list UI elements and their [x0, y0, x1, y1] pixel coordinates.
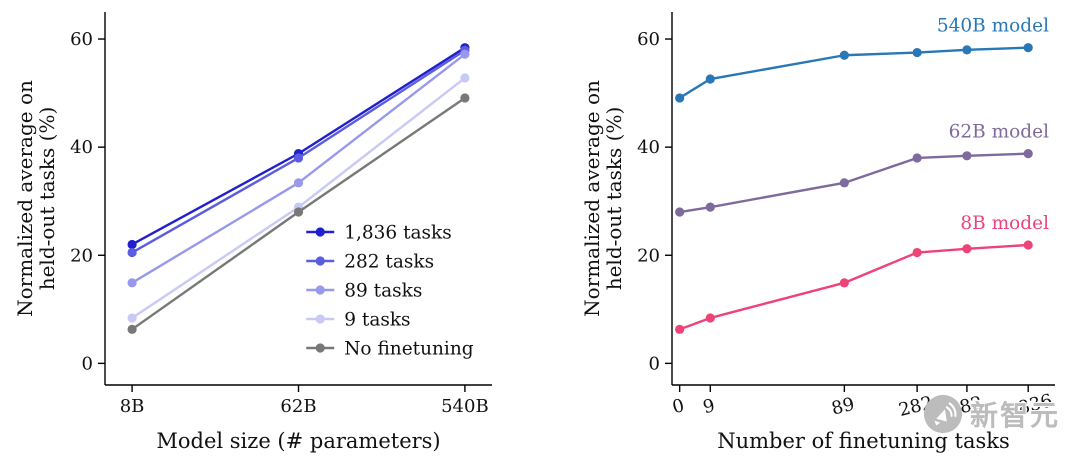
y-axis-title: Normalized average onheld-out tasks (%)	[13, 80, 59, 317]
right-chart-finetuning-tasks: 0 20 40 60 0 9 89 282 682 1,836 Number of finetuni…	[545, 0, 1080, 461]
data-point-marker	[912, 153, 922, 163]
data-point-marker	[1023, 43, 1033, 53]
series-line	[130, 52, 467, 285]
data-point-marker	[127, 247, 137, 258]
legend-label: 282 tasks	[344, 252, 434, 273]
legend-swatch-marker	[315, 285, 325, 295]
data-point-marker	[839, 178, 849, 188]
y-tick-label: 60	[637, 29, 660, 50]
data-point-marker	[460, 49, 470, 59]
legend-label: 9 tasks	[344, 310, 410, 331]
y-axis-title: Normalized average onheld-out tasks (%)	[580, 80, 626, 317]
data-point-marker	[839, 50, 849, 60]
x-tick-label: 1,836	[999, 390, 1054, 423]
series-label: 62B model	[949, 122, 1049, 143]
left-chart-model-size: 0 20 40 60 8B 62B 540B Model size (# parameters…	[0, 0, 520, 461]
series-line	[678, 46, 1030, 100]
y-tick-label: 20	[637, 245, 660, 266]
legend-swatch-marker	[315, 343, 325, 353]
data-point-marker	[127, 278, 137, 288]
data-point-marker	[127, 324, 137, 334]
data-point-marker	[705, 74, 715, 84]
data-point-marker	[293, 178, 304, 188]
data-point-marker	[675, 207, 685, 217]
y-tick-label: 20	[70, 245, 93, 266]
series-label: 8B model	[960, 213, 1049, 234]
data-point-marker	[839, 278, 849, 288]
x-axis-title: Number of finetuning tasks	[717, 429, 1010, 453]
legend-swatch-marker	[315, 256, 325, 266]
data-point-marker	[705, 202, 715, 212]
data-point-marker	[705, 313, 715, 323]
x-tick-label: 282	[897, 392, 935, 421]
data-point-marker	[912, 247, 922, 258]
legend-swatch-marker	[315, 227, 325, 237]
legend-label: 1,836 tasks	[344, 223, 452, 244]
data-point-marker	[293, 207, 304, 217]
data-point-marker	[1023, 240, 1033, 250]
series-line	[678, 243, 1030, 331]
x-tick-label: 9	[701, 395, 717, 418]
data-point-marker	[962, 244, 972, 254]
data-point-marker	[962, 45, 972, 55]
data-point-marker	[1023, 149, 1033, 159]
x-tick-label: 682	[946, 392, 984, 421]
data-point-marker	[460, 93, 470, 103]
y-tick-label: 40	[70, 137, 93, 158]
data-point-marker	[293, 153, 304, 163]
x-tick-label: 89	[829, 394, 856, 420]
x-tick-label: 0	[670, 395, 686, 418]
data-point-marker	[962, 151, 972, 161]
legend-label: No finetuning	[344, 339, 474, 360]
y-tick-label: 0	[649, 353, 660, 374]
data-point-marker	[127, 313, 137, 323]
x-axis-title: Model size (# parameters)	[156, 429, 440, 453]
y-tick-label: 0	[82, 353, 93, 374]
data-point-marker	[675, 93, 685, 103]
series-label: 540B model	[937, 16, 1049, 37]
data-point-marker	[675, 324, 685, 334]
y-tick-label: 60	[70, 29, 93, 50]
y-tick-label: 40	[637, 137, 660, 158]
legend-swatch-marker	[315, 314, 325, 324]
series-line	[678, 152, 1030, 214]
x-tick-label: 540B	[441, 396, 489, 417]
legend-label: 89 tasks	[344, 281, 422, 302]
x-tick-label: 62B	[280, 396, 316, 417]
x-tick-label: 8B	[120, 396, 145, 417]
data-point-marker	[127, 239, 137, 250]
data-point-marker	[912, 47, 922, 58]
data-point-marker	[460, 73, 470, 83]
